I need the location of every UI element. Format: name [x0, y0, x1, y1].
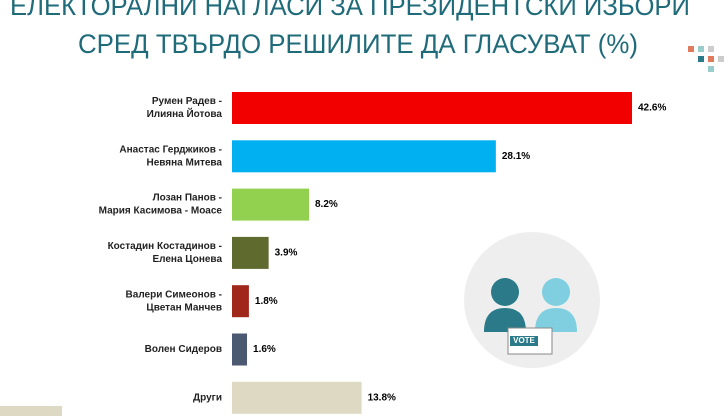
value-label: 1.8%	[255, 296, 278, 307]
bar	[232, 140, 496, 173]
category-label: Други	[193, 392, 222, 403]
vote-icon: VOTE	[464, 232, 600, 368]
category-label: Елена Цонева	[152, 254, 222, 265]
category-label: Валери Симеонов -	[126, 289, 222, 300]
bar	[232, 285, 249, 318]
category-label: Румен Радев -	[152, 96, 222, 107]
bar	[232, 333, 248, 366]
category-label: Илияна Йотова	[147, 107, 223, 120]
category-label: Мария Касимова - Моасе	[99, 206, 223, 217]
category-label: Цветан Манчев	[146, 302, 222, 313]
bar	[232, 381, 362, 414]
bar	[232, 236, 269, 269]
decoration	[0, 46, 724, 416]
category-label: Анастас Герджиков -	[119, 144, 222, 155]
bar	[232, 188, 309, 221]
chart-title: ЕЛЕКТОРАЛНИ НАГЛАСИ ЗА ПРЕЗИДЕНТСКИ ИЗБО…	[10, 0, 690, 21]
value-label: 3.9%	[275, 248, 298, 259]
category-label: Волен Сидеров	[145, 344, 222, 355]
chart-title: СРЕД ТВЪРДО РЕШИЛИТЕ ДА ГЛАСУВАТ (%)	[78, 29, 638, 59]
value-label: 42.6%	[638, 103, 666, 114]
category-label: Лозан Панов -	[153, 193, 222, 204]
value-label: 28.1%	[502, 151, 530, 162]
category-label: Костадин Костадинов -	[108, 241, 222, 252]
bar	[232, 92, 632, 124]
value-label: 13.8%	[368, 392, 396, 403]
category-label: Невяна Митева	[146, 157, 222, 168]
value-label: 8.2%	[315, 199, 338, 210]
value-label: 1.6%	[253, 344, 276, 355]
icon-text: VOTE	[513, 336, 535, 345]
